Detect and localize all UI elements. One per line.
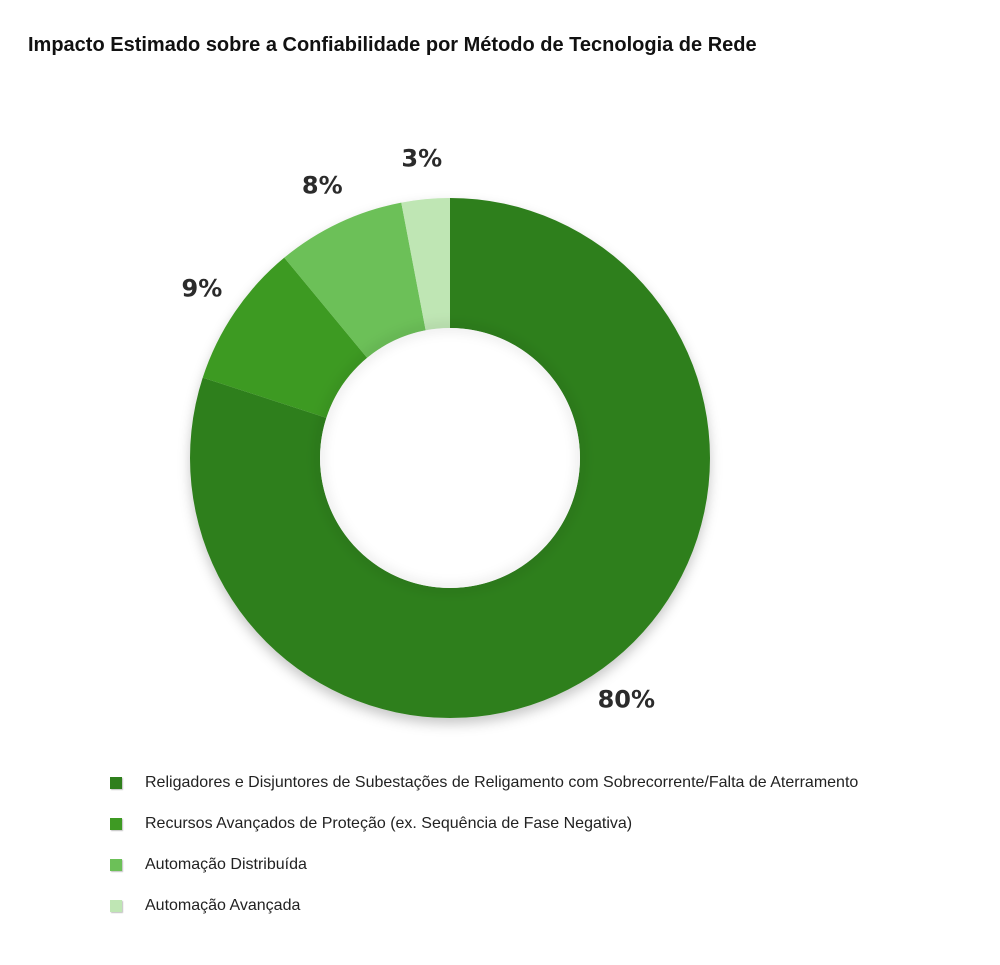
legend-swatch [110, 817, 122, 830]
chart-title: Impacto Estimado sobre a Confiabilidade … [28, 34, 757, 56]
slice-label-1: 80% [598, 686, 655, 714]
slice-label-4: 3% [401, 144, 442, 172]
donut-slice-1 [189, 198, 711, 718]
legend-label: Automação Distribuída [145, 855, 307, 873]
legend-label: Religadores e Disjuntores de Subestações… [145, 773, 859, 791]
legend-item-2: Recursos Avançados de Proteção (ex. Sequ… [110, 803, 858, 844]
legend: Religadores e Disjuntores de Subestações… [110, 762, 858, 926]
donut-slice-3 [284, 202, 426, 358]
legend-swatch [110, 858, 122, 871]
legend-item-3: Automação Distribuída [110, 844, 858, 885]
slice-label-3: 8% [302, 172, 343, 200]
legend-swatch [110, 776, 122, 789]
legend-item-4: Automação Avançada [110, 885, 858, 926]
donut-slice-4 [401, 198, 450, 331]
donut-chart: 80% 9% 8% 3% [182, 144, 711, 718]
legend-swatch [110, 899, 122, 912]
legend-label: Automação Avançada [145, 896, 301, 914]
legend-item-1: Religadores e Disjuntores de Subestações… [110, 762, 858, 803]
slice-label-2: 9% [182, 274, 223, 302]
donut-slice-2 [202, 257, 368, 418]
donut-hole [320, 328, 580, 588]
legend-label: Recursos Avançados de Proteção (ex. Sequ… [145, 814, 633, 832]
